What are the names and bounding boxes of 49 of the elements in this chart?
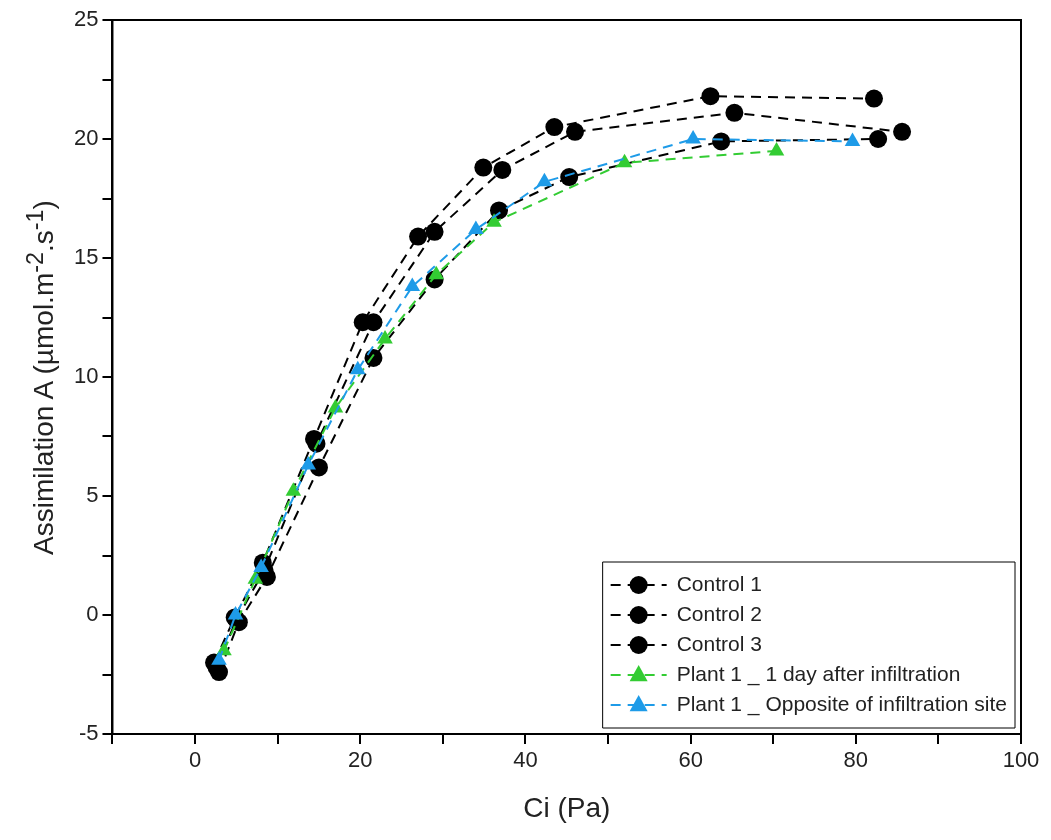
x-axis-title: Ci (Pa): [523, 791, 611, 823]
point: [425, 222, 444, 241]
y-tick-label: -5: [78, 720, 99, 746]
point: [844, 132, 861, 146]
x-tick-label: 80: [843, 747, 869, 773]
legend-label: Plant 1 _ Opposite of infiltration site: [676, 691, 1008, 716]
y-tick-label: 5: [86, 482, 99, 508]
point: [566, 122, 584, 141]
point: [211, 651, 227, 665]
point: [712, 132, 731, 151]
y-tick-label: 15: [73, 244, 99, 270]
point: [536, 172, 553, 187]
point: [616, 153, 633, 168]
legend-label: Plant 1 _ 1 day after infiltration: [676, 661, 961, 686]
point: [474, 158, 493, 177]
y-tick-label: 20: [73, 125, 99, 151]
point: [701, 87, 720, 106]
point: [486, 213, 502, 227]
point: [869, 130, 888, 148]
point: [210, 663, 229, 682]
x-tick-label: 0: [188, 747, 202, 773]
point: [300, 456, 317, 470]
y-tick-label: 0: [86, 601, 99, 627]
point: [545, 118, 564, 137]
x-tick-label: 100: [1002, 747, 1040, 773]
legend-label: Control 3: [676, 631, 762, 655]
point: [468, 220, 484, 234]
point: [349, 360, 366, 375]
point: [404, 277, 421, 292]
point: [768, 141, 785, 156]
x-tick-label: 60: [678, 747, 703, 773]
x-tick-label: 40: [513, 747, 538, 773]
point: [725, 103, 744, 122]
y-tick-label: 25: [73, 6, 99, 32]
x-tick-label: 20: [348, 747, 373, 773]
point: [864, 89, 883, 108]
point: [377, 329, 393, 344]
point: [428, 265, 445, 280]
legend-label: Control 2: [676, 601, 762, 625]
point: [493, 160, 512, 179]
point: [685, 130, 701, 144]
point: [893, 122, 912, 141]
legend-label: Control 1: [676, 571, 762, 595]
point: [253, 558, 269, 572]
point: [285, 482, 302, 496]
point: [227, 606, 244, 620]
point: [409, 227, 428, 246]
y-tick-label: 10: [73, 363, 99, 389]
point: [560, 168, 579, 187]
